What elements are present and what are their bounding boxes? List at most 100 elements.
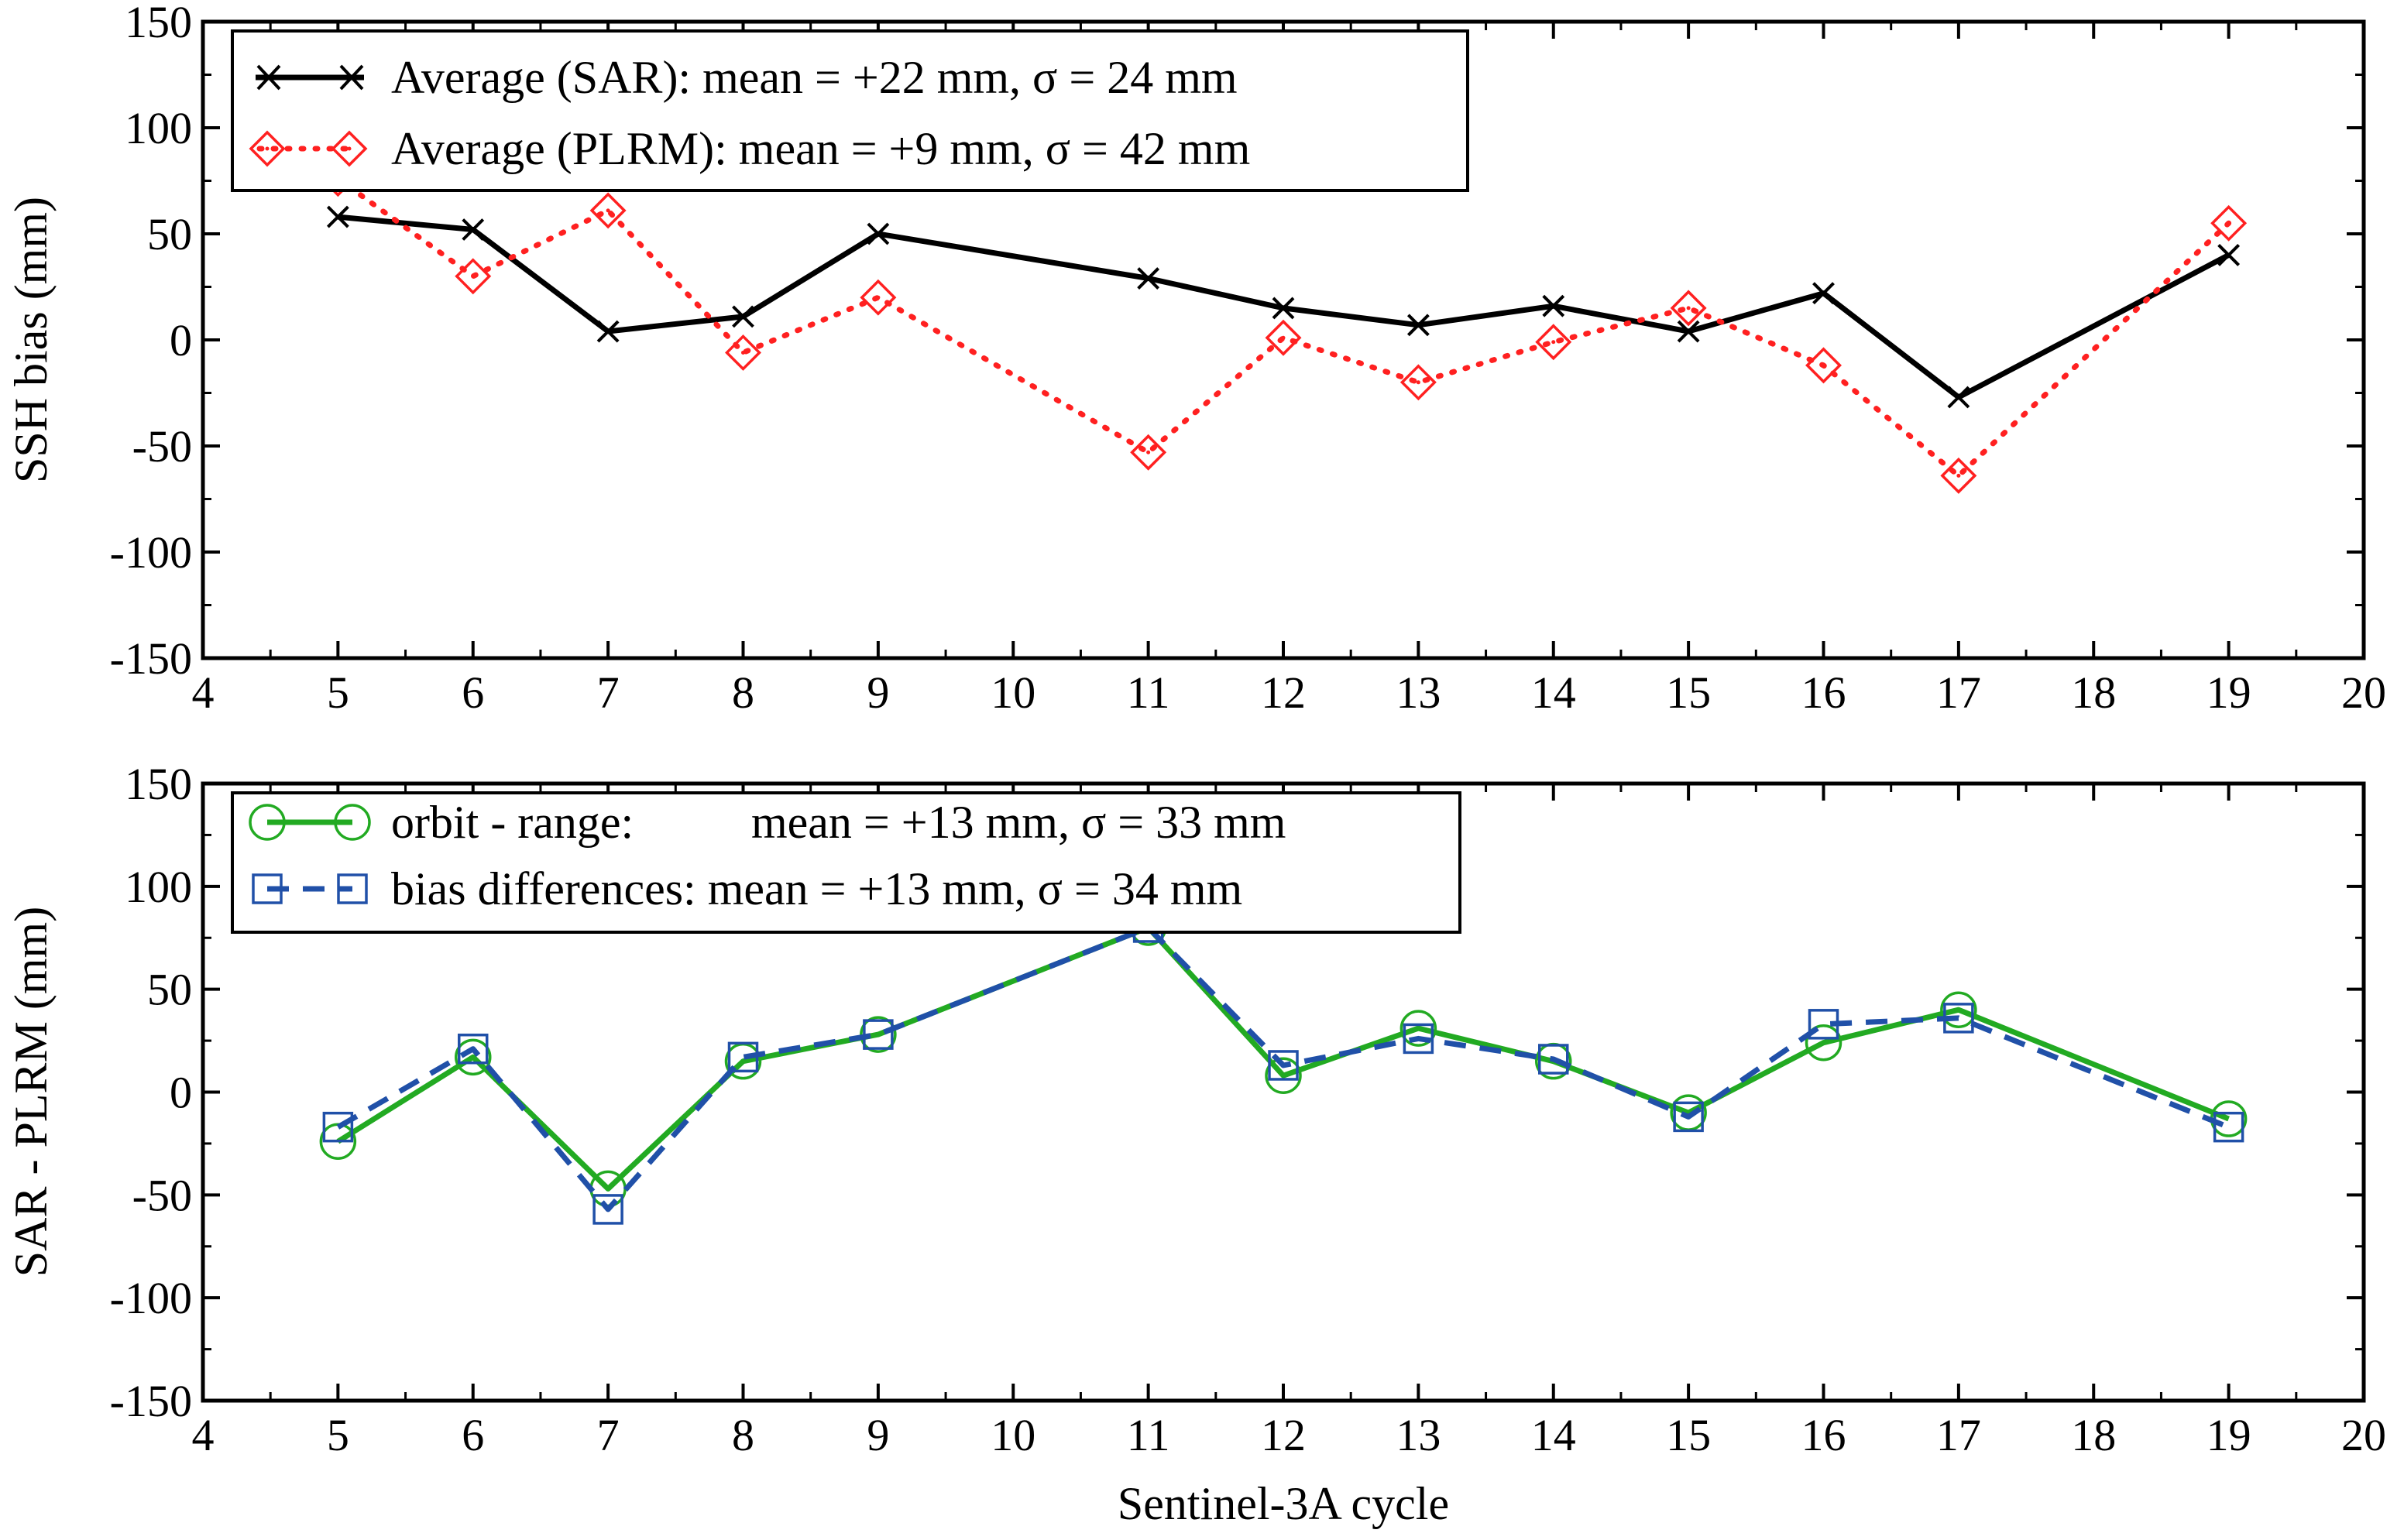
- series-x: [326, 205, 2241, 409]
- x-tick-label: 5: [327, 1410, 349, 1460]
- x-tick-label: 8: [732, 1410, 754, 1460]
- data-point-diamond-center: [606, 208, 610, 213]
- data-point-x-marker: [867, 222, 890, 245]
- data-point-diamond-center: [471, 274, 476, 279]
- series-group: [319, 160, 2248, 494]
- data-point-circle-marker: [1940, 991, 1977, 1028]
- data-point-x-marker: [1272, 297, 1295, 320]
- x-tick-label: 19: [2207, 1410, 2251, 1460]
- data-point-x-marker: [1812, 282, 1835, 305]
- x-tick-label: 4: [192, 667, 215, 718]
- x-tick-label: 14: [1531, 667, 1576, 718]
- x-tick-label: 19: [2207, 667, 2251, 718]
- legend-circle-marker-icon: [334, 804, 371, 841]
- legend: Average (SAR): mean = +22 mm, σ = 24 mm …: [231, 29, 1469, 192]
- x-tick-label: 15: [1666, 1410, 1711, 1460]
- x-tick-label: 18: [2071, 667, 2116, 718]
- y-tick-label: -100: [110, 1273, 192, 1323]
- x-tick-label: 17: [1936, 667, 1981, 718]
- data-point-x-marker: [1542, 294, 1565, 317]
- data-point-diamond-center: [741, 350, 745, 355]
- x-tick-label: 4: [192, 1410, 215, 1460]
- x-tick-label: 15: [1666, 667, 1711, 718]
- series-square: [322, 912, 2244, 1225]
- data-point-x-marker: [2217, 243, 2241, 266]
- data-point-diamond-marker: [1399, 364, 1437, 401]
- data-point-square-marker: [1538, 1044, 1569, 1075]
- legend-diamond-center: [265, 146, 270, 151]
- x-tick-label: 20: [2341, 1410, 2386, 1460]
- x-tick-label: 17: [1936, 1410, 1981, 1460]
- data-point-diamond-marker: [1265, 319, 1302, 356]
- tick-group: 4 5 6 7 8 9 10 11 12 13 14 15 16 17 18 19 20 -150 -100 -50 0…: [110, 0, 2386, 718]
- x-tick-label: 5: [327, 667, 349, 718]
- data-point-square-marker: [1403, 1023, 1434, 1055]
- y-tick-label: -50: [132, 1170, 192, 1220]
- data-point-square-marker: [727, 1041, 759, 1073]
- data-point-x-marker: [596, 320, 620, 343]
- x-tick-label: 6: [462, 1410, 484, 1460]
- x-tick-label: 7: [597, 1410, 620, 1460]
- legend-label-orbit-range-stats: mean = +13 mm, σ = 33 mm: [751, 797, 1286, 848]
- y-axis-title: SAR - PLRM (mm): [5, 907, 57, 1277]
- data-point-diamond-center: [1551, 340, 1556, 345]
- data-point-circle-marker: [455, 1038, 492, 1076]
- data-point-square-marker: [592, 1194, 623, 1225]
- data-point-square-marker: [1268, 1050, 1299, 1081]
- y-tick-label: 50: [147, 965, 192, 1015]
- legend-label-orbit-range: orbit - range:: [391, 797, 634, 848]
- y-axis-title: SSH bias (mm): [5, 197, 57, 483]
- legend-square-marker-icon: [337, 873, 368, 904]
- x-tick-label: 13: [1396, 667, 1441, 718]
- x-tick-label: 6: [462, 667, 484, 718]
- x-tick-label: 9: [867, 667, 889, 718]
- legend-label-sar: Average (SAR): mean = +22 mm, σ = 24 mm: [391, 52, 1238, 103]
- legend-diamond-center: [347, 146, 352, 151]
- x-tick-label: 10: [991, 1410, 1035, 1460]
- legend-circle-marker-icon: [249, 804, 286, 841]
- data-point-diamond-marker: [455, 258, 492, 295]
- y-tick-label: -100: [110, 527, 192, 578]
- data-point-x-marker: [1947, 386, 1970, 409]
- data-point-square-marker: [458, 1033, 489, 1065]
- data-point-diamond-center: [1686, 306, 1691, 310]
- x-tick-label: 8: [732, 667, 754, 718]
- legend: orbit - range: mean = +13 mm, σ = 33 mm …: [231, 791, 1461, 934]
- data-point-diamond-marker: [725, 334, 761, 371]
- data-point-x-marker: [326, 205, 349, 228]
- data-point-diamond-center: [2227, 221, 2231, 225]
- x-tick-label: 11: [1127, 1410, 1170, 1460]
- y-tick-label: 50: [147, 209, 192, 259]
- data-point-diamond-center: [1416, 380, 1420, 385]
- data-point-square-marker: [1943, 1003, 1974, 1034]
- y-tick-label: 150: [125, 0, 192, 47]
- data-point-diamond-marker: [1130, 434, 1167, 471]
- data-point-x-marker: [1137, 267, 1160, 290]
- x-tick-label: 12: [1261, 667, 1306, 718]
- data-point-diamond-marker: [1535, 324, 1572, 361]
- y-tick-label: 0: [170, 1068, 192, 1118]
- legend-diamond-marker-icon: [331, 130, 368, 167]
- y-tick-label: 100: [125, 103, 192, 153]
- y-tick-label: -50: [132, 421, 192, 472]
- data-point-diamond-center: [1822, 363, 1825, 368]
- data-point-diamond-center: [876, 295, 881, 300]
- legend-label-plrm: Average (PLRM): mean = +9 mm, σ = 42 mm: [391, 123, 1250, 174]
- y-tick-label: 150: [125, 759, 192, 809]
- y-tick-label: -150: [110, 1376, 192, 1426]
- x-tick-label: 16: [1801, 1410, 1846, 1460]
- x-axis-title: Sentinel-3A cycle: [1118, 1478, 1449, 1529]
- x-tick-label: 20: [2341, 667, 2386, 718]
- tick-group: 4 5 6 7 8 9 10 11 12 13 14 15 16 17 18 19 20 -150 -100 -50 0…: [110, 759, 2386, 1460]
- data-point-x-marker: [1677, 320, 1700, 343]
- data-point-diamond-marker: [2210, 204, 2248, 242]
- series-line: [336, 924, 2230, 1192]
- legend-square-marker-icon: [252, 873, 283, 904]
- data-point-circle-marker: [1265, 1057, 1302, 1094]
- x-tick-label: 11: [1127, 667, 1170, 718]
- legend-box: [231, 29, 1469, 192]
- x-tick-label: 9: [867, 1410, 889, 1460]
- data-point-diamond-marker: [589, 192, 627, 229]
- x-tick-label: 7: [597, 667, 620, 718]
